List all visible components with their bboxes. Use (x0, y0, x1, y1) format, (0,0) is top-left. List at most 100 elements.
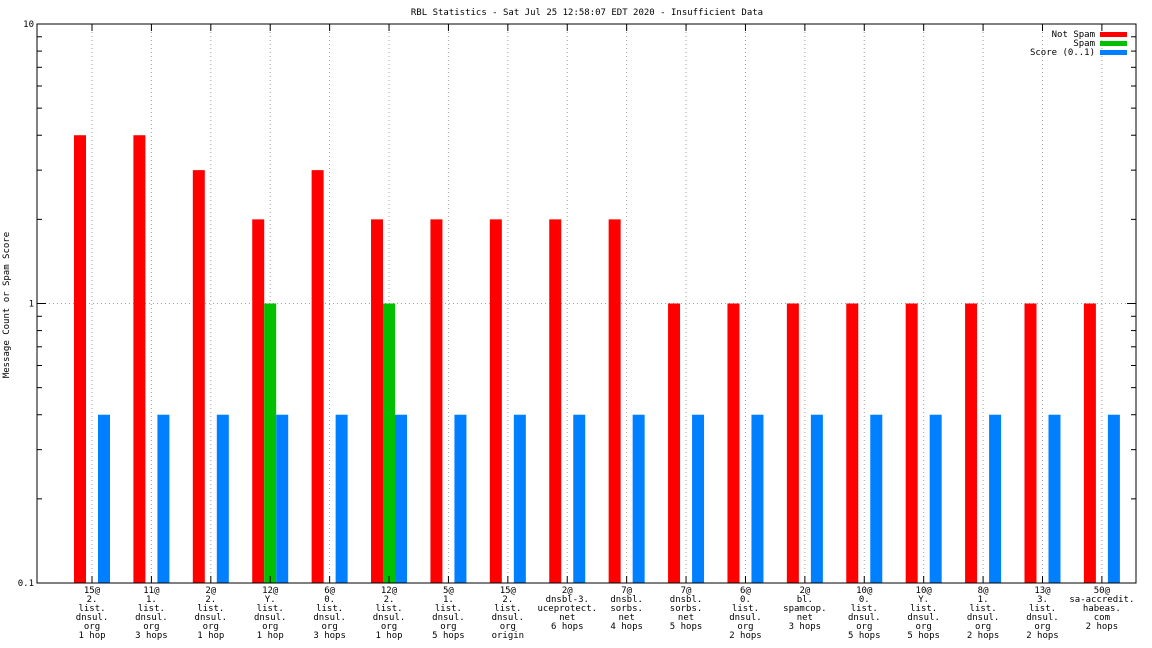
x-tick-label-line: net (678, 613, 694, 623)
x-tick-label-line: origin (492, 631, 525, 641)
x-tick-label-line: Y. (265, 595, 276, 605)
x-tick-label: 5@ 1. list. dnsul. org 5 hops (432, 586, 465, 641)
x-tick-label-line: sorbs. (670, 604, 703, 614)
x-tick-label-line: 2 hops (1086, 622, 1119, 632)
x-tick-label: 7@ dnsbl. sorbs. net 4 hops (610, 586, 643, 632)
x-tick-label-line: 3 hops (789, 622, 822, 632)
x-tick-label-line: org (262, 622, 278, 632)
x-tick-label: 12@ 2. list. dnsul. org 1 hop (373, 586, 406, 641)
y-tick-label: 0.1 (18, 579, 34, 589)
bar-score-0-1 (692, 414, 705, 583)
bars (74, 135, 1120, 584)
x-tick-label-line: dnsul. (729, 613, 762, 623)
x-tick-label-line: list. (257, 604, 284, 614)
bar-score-0-1 (335, 414, 348, 583)
bar-not-spam (252, 219, 265, 583)
x-tick-label-line: org (737, 622, 753, 632)
x-tick-label-line: uceprotect. (537, 604, 597, 614)
x-tick-label-line: 11@ (143, 586, 160, 596)
x-tick-label-line: list. (732, 604, 759, 614)
x-tick-label-line: dnsul. (848, 613, 881, 623)
x-tick-label-line: dnsul. (195, 613, 228, 623)
x-tick-label-line: bl. (797, 595, 813, 605)
x-tick-label: 12@ Y. list. dnsul. org 1 hop (254, 586, 287, 641)
x-tick-label-line: 12@ (262, 586, 279, 596)
x-tick-label-line: dnsul. (907, 613, 940, 623)
x-tick-label-line: Y. (918, 595, 929, 605)
x-tick-label-line: dnsbl. (670, 595, 703, 605)
x-tick-label-line: org (916, 622, 932, 632)
x-tick-label-line: dnsul. (254, 613, 287, 623)
x-tick-label-line: list. (910, 604, 937, 614)
bar-not-spam (608, 219, 621, 583)
x-tick-label-line: 1 hop (257, 631, 284, 641)
x-tick-label: 8@ 1. list. dnsul. org 2 hops (967, 586, 1000, 641)
x-tick-label-line: 0. (324, 595, 335, 605)
bar-score-0-1 (632, 414, 645, 583)
x-tick-label-line: 6 hops (551, 622, 584, 632)
x-tick-label-line: 4 hops (610, 622, 643, 632)
x-tick-label-line: 7@ (681, 586, 692, 596)
legend-label: Score (0..1) (1030, 48, 1095, 58)
x-tick-label-line: 1. (978, 595, 989, 605)
bar-score-0-1 (98, 414, 110, 583)
x-tick-label-line: spamcop. (783, 604, 826, 614)
x-tick-label: 6@ 0. list. dnsul. org 2 hops (729, 586, 762, 641)
bar-score-0-1 (573, 414, 586, 583)
x-tick-label-line: 2. (87, 595, 98, 605)
bar-score-0-1 (1048, 414, 1061, 583)
x-tick-label: 6@ 0. list. dnsul. org 3 hops (313, 586, 346, 641)
x-tick-label-line: list. (197, 604, 224, 614)
y-tick-label: 1 (29, 300, 34, 310)
bar-score-0-1 (989, 414, 1002, 583)
bar-not-spam (727, 303, 740, 583)
bar-score-0-1 (276, 414, 289, 583)
legend-swatch (1100, 41, 1127, 46)
x-tick-label-line: 6@ (324, 586, 335, 596)
x-tick-label-line: 1. (443, 595, 454, 605)
x-tick-label-line: 2@ (205, 586, 216, 596)
bar-spam (383, 303, 396, 583)
x-tick-label-line: 1 hop (197, 631, 224, 641)
bar-score-0-1 (751, 414, 764, 583)
x-tick-label: 15@ 2. list. dnsul. org origin (492, 586, 525, 641)
x-tick-label-line: dnsul. (135, 613, 168, 623)
x-tick-label-line: 5 hops (432, 631, 465, 641)
bar-score-0-1 (1107, 414, 1120, 583)
bar-spam (264, 303, 277, 583)
x-tick-label-line: 2. (384, 595, 395, 605)
legend-swatch (1100, 32, 1127, 37)
x-tick-label-line: 0. (740, 595, 751, 605)
bar-score-0-1 (810, 414, 823, 583)
x-tick-label-line: org (975, 622, 991, 632)
x-tick-label-line: dnsul. (373, 613, 406, 623)
x-tick-label-line: 8@ (978, 586, 989, 596)
x-tick-label-line: org (381, 622, 397, 632)
x-tick-label: 15@ 2. list. dnsul. org 1 hop (76, 586, 109, 641)
x-tick-label-line: 2 hops (967, 631, 1000, 641)
bar-not-spam (430, 219, 443, 583)
x-tick-label-line: 15@ (84, 586, 101, 596)
bar-not-spam (549, 219, 562, 583)
x-tick-label-line: org (440, 622, 456, 632)
x-tick-label: 2@ 2. list. dnsul. org 1 hop (195, 586, 228, 641)
x-tick-label-line: list. (970, 604, 997, 614)
x-tick-label-line: org (500, 622, 516, 632)
x-tick-label: 7@ dnsbl. sorbs. net 5 hops (670, 586, 703, 632)
bar-score-0-1 (157, 414, 170, 583)
bar-score-0-1 (216, 414, 229, 583)
y-axis-label: Message Count or Spam Score (2, 232, 12, 378)
x-tick-label: 2@ dnsbl-3. uceprotect. net 6 hops (537, 586, 597, 632)
x-tick-label-line: dnsul. (313, 613, 346, 623)
x-tick-label-line: 5 hops (907, 631, 940, 641)
x-tick-label-line: 6@ (740, 586, 751, 596)
x-tick-label-line: 3. (1037, 595, 1048, 605)
x-tick-label-line: org (856, 622, 872, 632)
bar-not-spam (489, 219, 502, 583)
bar-score-0-1 (513, 414, 526, 583)
bar-not-spam (311, 170, 324, 584)
bar-not-spam (905, 303, 918, 583)
x-tick-label-line: dnsbl-3. (546, 595, 589, 605)
bar-not-spam (786, 303, 799, 583)
